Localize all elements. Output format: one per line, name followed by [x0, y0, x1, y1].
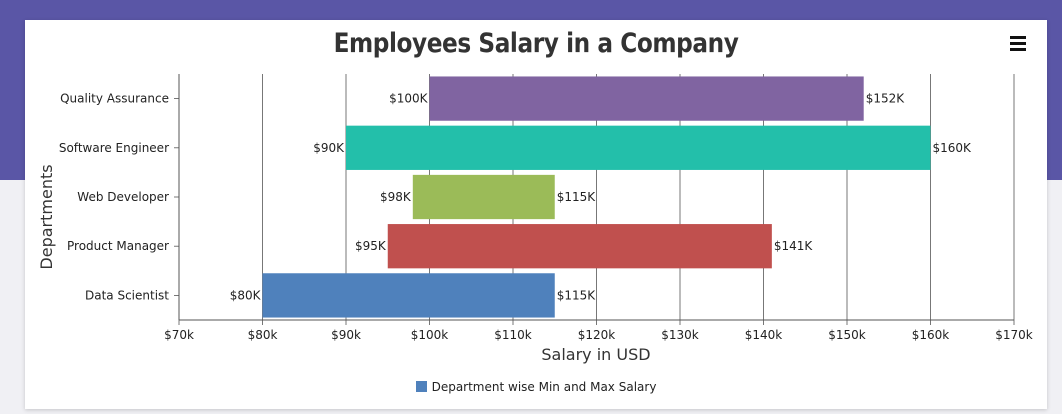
- x-tick-label: $110k: [494, 328, 532, 342]
- data-label-low: $98K: [380, 190, 412, 204]
- range-bar: [429, 76, 864, 121]
- y-tick-label: Product Manager: [67, 239, 169, 253]
- x-tick-label: $100k: [411, 328, 449, 342]
- data-label-low: $100K: [389, 92, 429, 106]
- chart-plot: $80K $115K $95K $141K $98K $115K $90K $160K $100…: [37, 74, 1033, 364]
- data-label-high: $152K: [866, 92, 906, 106]
- range-bar: [412, 174, 555, 220]
- legend-label: Department wise Min and Max Salary: [431, 380, 657, 394]
- x-tick-label: $150k: [828, 328, 866, 342]
- x-tick-label: $170k: [995, 328, 1033, 342]
- x-tick-label: $80k: [248, 328, 278, 342]
- data-label-high: $115K: [557, 288, 597, 302]
- y-tick-label: Software Engineer: [59, 141, 169, 155]
- data-label-high: $141K: [774, 239, 814, 253]
- y-tick-label: Quality Assurance: [60, 92, 169, 106]
- x-tick-label: $120k: [578, 328, 616, 342]
- legend-swatch: [415, 381, 427, 392]
- chart-card: Employees Salary in a Company $80K $115K $…: [25, 20, 1047, 409]
- range-bar: [346, 125, 931, 170]
- x-axis-title: Salary in USD: [541, 345, 650, 364]
- hamburger-menu-icon[interactable]: [1008, 34, 1028, 52]
- range-bar: [262, 273, 555, 318]
- bars: $80K $115K $95K $141K $98K $115K $90K $160K $100…: [230, 76, 973, 318]
- y-axis-title: Departments: [37, 164, 56, 269]
- data-label-high: $115K: [557, 190, 597, 204]
- x-tick-label: $70k: [164, 328, 194, 342]
- y-tick-label: Data Scientist: [85, 288, 169, 302]
- range-bar: [387, 224, 772, 269]
- x-tick-label: $130k: [661, 328, 699, 342]
- x-tick-label: $160k: [912, 328, 950, 342]
- x-tick-label: $90k: [331, 328, 361, 342]
- data-label-low: $90K: [313, 141, 345, 155]
- data-label-low: $80K: [230, 288, 262, 302]
- data-label-low: $95K: [355, 239, 387, 253]
- y-tick-label: Web Developer: [77, 190, 169, 204]
- chart-title: Employees Salary in a Company: [333, 28, 739, 59]
- data-label-high: $160K: [933, 141, 973, 155]
- axes: $70k $80k $90k $100k $110k $120k $130k $140k $15…: [59, 74, 1033, 342]
- chart-legend: Department wise Min and Max Salary: [25, 380, 1047, 394]
- x-tick-label: $140k: [745, 328, 783, 342]
